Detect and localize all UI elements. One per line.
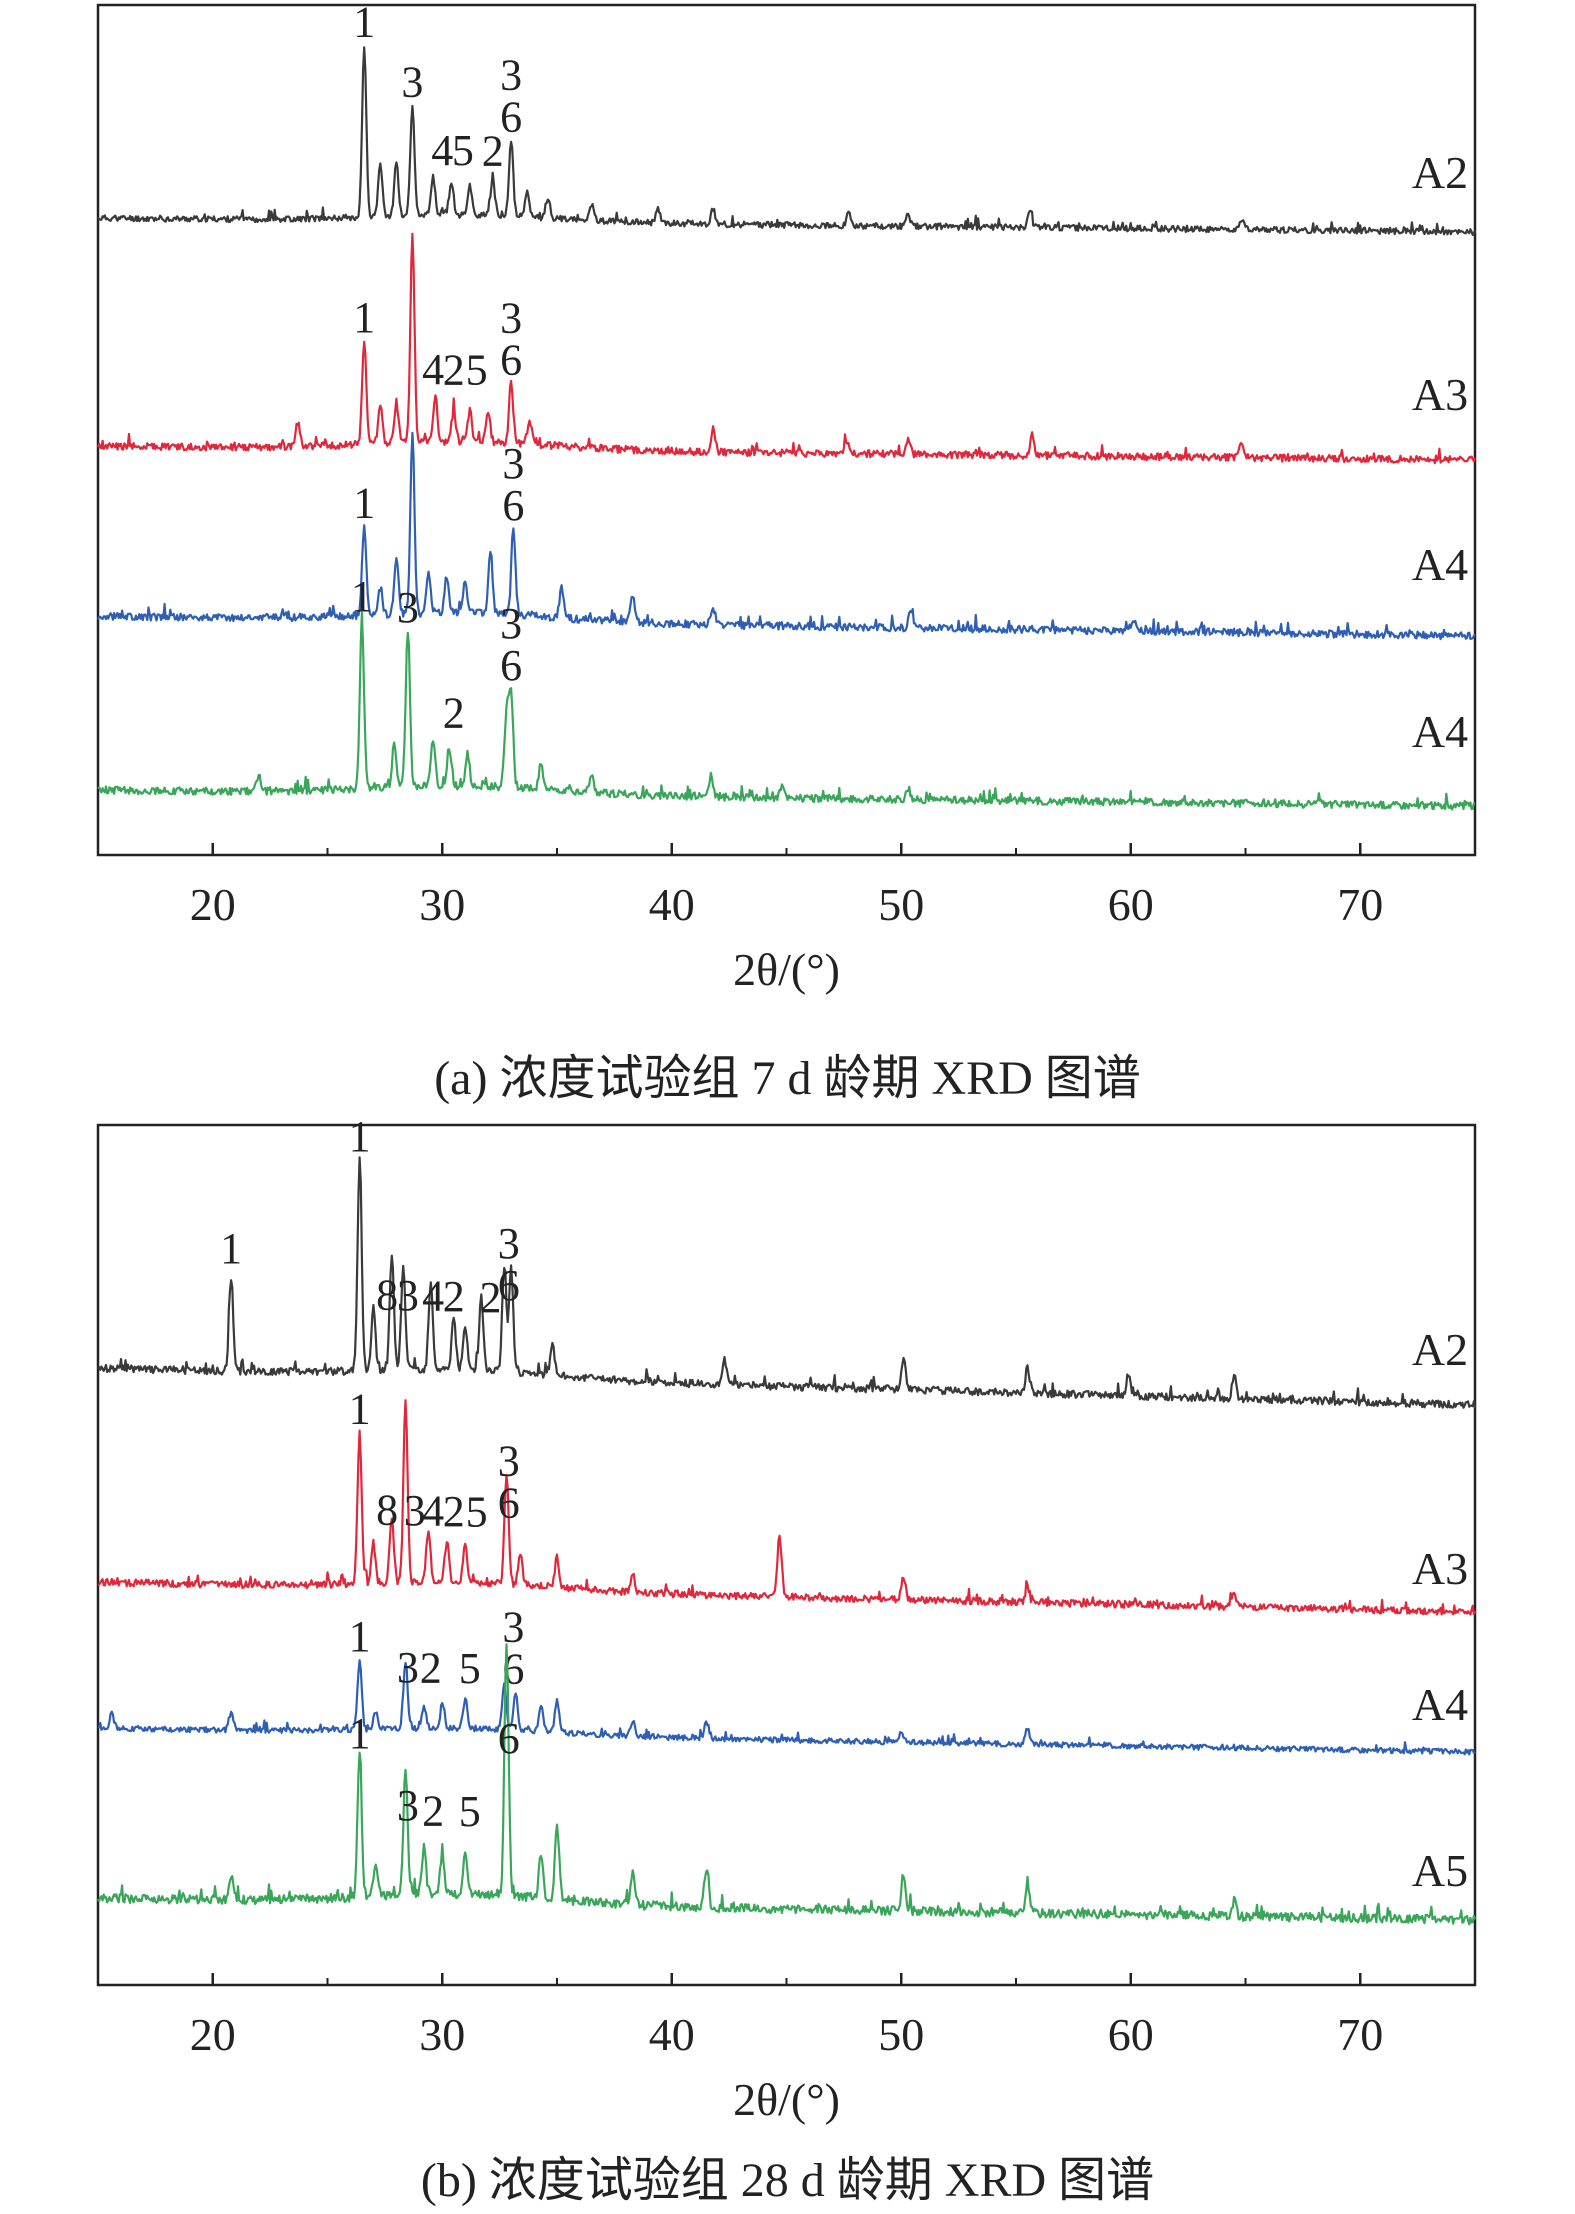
x-tick-label: 30 [419,2009,465,2060]
x-tick-label: 50 [878,879,924,930]
plot-frame [96,1123,1477,1987]
peak-label: 4 [422,345,444,394]
peak-label: 6 [498,1479,520,1528]
peak-label: 1 [220,1224,242,1273]
x-axis-title: 2θ/(°) [733,2074,840,2125]
peak-label: 5 [459,1787,481,1836]
xrd-series-line-a4 [97,1659,1476,1756]
series-label: A4 [1412,1679,1468,1730]
peak-label: 1 [351,572,373,621]
peak-label: 5 [466,346,488,395]
peak-label: 1 [349,1385,371,1434]
xrd-series-line-a5 [97,1643,1477,1926]
peak-label: 1 [349,1612,371,1661]
series-label: A2 [1412,1324,1468,1375]
peak-label: 3 [500,51,522,100]
peak-label: 1 [353,293,375,342]
xrd-series-line-a2 [97,46,1477,236]
peak-label: 6 [500,641,522,690]
peak-label: 3 [397,1643,419,1692]
series-label: A2 [1412,147,1468,198]
peak-label: 2 [479,1273,501,1322]
series-label: A4 [1412,706,1468,757]
peak-label: 4 [422,1486,444,1535]
x-tick-label: 20 [190,2009,236,2060]
caption-b: (b) 浓度试验组 28 d 龄期 XRD 图谱 [420,2154,1155,2207]
peak-label: 3 [500,294,522,343]
peak-label: 1 [349,1120,371,1161]
peak-label: 3 [397,1781,419,1830]
xrd-panel-b: 20 30 40 50 60 70 2θ/(°) A2 1 1 8 3 4 2 2 3 6 A3 1 3 8 4 2 5 3 6 A… [0,1120,1575,2214]
peak-label: 1 [349,1709,371,1758]
peak-label: 3 [397,1271,419,1320]
xrd-series-line-a4 [96,431,1476,641]
series-label: A5 [1412,1845,1468,1896]
peak-label: 5 [452,126,474,175]
peak-label: 2 [443,1272,465,1321]
peak-label: 3 [498,1219,520,1268]
x-tick-label: 30 [419,879,465,930]
peak-label: 2 [443,689,465,738]
peak-label: 4 [431,126,453,175]
peak-label: 2 [443,1487,465,1536]
x-tick-label: 70 [1337,2009,1383,2060]
x-tick-label: 40 [649,2009,695,2060]
x-tick-label: 70 [1337,879,1383,930]
xrd-series-line-a4 [97,611,1476,811]
peak-label: 3 [502,439,524,488]
peak-label: 3 [500,599,522,648]
series-label: A3 [1412,369,1468,420]
peak-label: 8 [376,1485,398,1534]
peak-label: 3 [404,1486,426,1535]
peak-label: 3 [498,1437,520,1486]
xrd-panel-a: 20 30 40 50 60 70 2θ/(°) A2 1 3 4 5 2 3 6 A3 1 4 2 5 3 6 A4 1 3 6… [96,0,1477,1105]
peak-label: 1 [353,0,375,47]
peak-label: 5 [466,1487,488,1536]
peak-label: 2 [443,345,465,394]
xrd-series-line-a3 [97,1399,1477,1616]
peak-label: 5 [459,1644,481,1693]
peak-label: 1 [353,479,375,528]
xrd-series-line-a3 [96,232,1477,465]
x-tick-label: 60 [1108,2009,1154,2060]
peak-label: 6 [500,336,522,385]
peak-label: 3 [502,1603,524,1652]
peak-label: 2 [482,127,504,176]
series-label: A3 [1412,1543,1468,1594]
peak-label: 3 [401,58,423,107]
x-tick-label: 50 [878,2009,924,2060]
peak-label: 6 [502,481,524,530]
caption-a: (a) 浓度试验组 7 d 龄期 XRD 图谱 [434,1052,1141,1105]
x-tick-label: 40 [649,879,695,930]
peak-label: 6 [498,1261,520,1310]
peak-label: 4 [422,1272,444,1321]
peak-label: 3 [397,583,419,632]
x-tick-label: 20 [190,879,236,930]
peak-label: 6 [500,93,522,142]
peak-label: 2 [420,1643,442,1692]
plot-frame [96,3,1477,857]
peak-label: 2 [422,1787,444,1836]
xrd-series-line-a2 [97,1156,1477,1409]
x-tick-label: 60 [1108,879,1154,930]
peak-label: 6 [498,1714,520,1763]
peak-label: 8 [376,1270,398,1319]
x-axis-title: 2θ/(°) [733,944,840,995]
series-label: A4 [1412,539,1468,590]
